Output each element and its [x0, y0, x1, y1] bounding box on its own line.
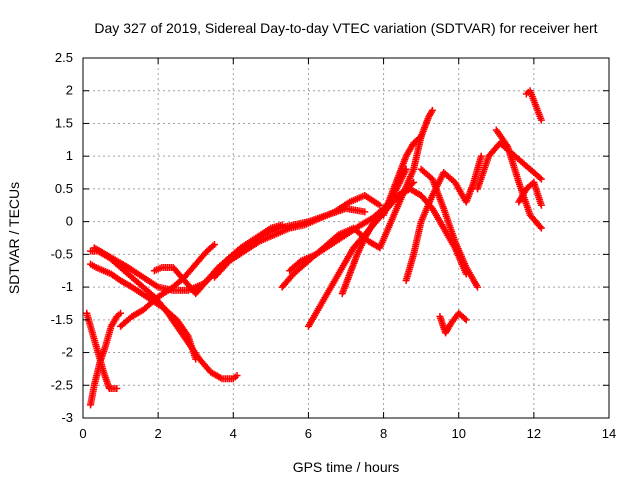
y-tick-label: -0.5: [51, 246, 73, 261]
x-tick-label: 0: [79, 426, 86, 441]
series-arc-16: [436, 309, 470, 337]
data-point: [462, 316, 470, 324]
data-point: [474, 283, 481, 291]
x-tick-label: 2: [155, 426, 162, 441]
y-tick-label: -3: [61, 410, 73, 425]
data-point: [211, 241, 218, 249]
data-point: [537, 201, 545, 209]
x-tick-label: 10: [451, 426, 465, 441]
x-tick-label: 4: [230, 426, 237, 441]
x-tick-label: 14: [602, 426, 616, 441]
data-point-interp: [536, 223, 544, 231]
series-arc-8: [211, 191, 384, 281]
y-tick-label: 0: [66, 214, 73, 229]
data-point: [117, 309, 125, 317]
y-tick-label: 1: [66, 148, 73, 163]
series-arc-15: [417, 165, 481, 291]
y-tick-label: 2: [66, 83, 73, 98]
data-point: [113, 385, 121, 393]
data-point: [477, 152, 485, 160]
y-tick-label: 0.5: [55, 181, 73, 196]
data-point-interp: [416, 134, 424, 142]
y-tick-label: -1: [61, 279, 73, 294]
y-tick-label: 2.5: [55, 50, 73, 65]
data-layer: [83, 87, 545, 409]
data-point: [428, 106, 436, 114]
data-point-interp: [461, 315, 469, 323]
series-arc-19: [522, 87, 545, 124]
y-tick-label: -2.5: [51, 377, 73, 392]
x-tick-label: 8: [380, 426, 387, 441]
data-point: [537, 116, 545, 124]
data-point-interp: [536, 174, 544, 182]
plot-frame: [82, 57, 610, 419]
data-point-interp: [209, 242, 217, 250]
series-arc-6: [117, 241, 218, 330]
y-tick-label: 1.5: [55, 115, 73, 130]
tick-layer: 0 2 4 6 8 10 12 14 -3 -2.5 -2 -1.5 -1 -0.5 0 0.5 1 1.5 2 2.…: [51, 50, 617, 441]
data-point: [376, 201, 384, 209]
data-point: [233, 371, 241, 379]
x-tick-label: 6: [305, 426, 312, 441]
grid-layer: [83, 58, 609, 418]
series-arc-2: [87, 247, 241, 383]
series-arc-3: [87, 309, 125, 409]
data-point: [537, 175, 545, 183]
y-axis-label: SDTVAR / TECUs: [6, 182, 22, 294]
series-arc-13: [380, 133, 425, 219]
y-tick-label: -2: [61, 345, 73, 360]
y-tick-label: -1.5: [51, 312, 73, 327]
series-arc-10: [278, 106, 436, 291]
series-arc-20: [515, 178, 545, 209]
data-point: [537, 224, 545, 232]
chart-title: Day 327 of 2019, Sidereal Day-to-day VTE…: [94, 20, 597, 36]
series-arc-4: [83, 309, 121, 393]
data-point: [361, 208, 369, 216]
data-point: [417, 133, 425, 141]
x-axis-label: GPS time / hours: [293, 459, 400, 475]
x-tick-label: 12: [527, 426, 541, 441]
